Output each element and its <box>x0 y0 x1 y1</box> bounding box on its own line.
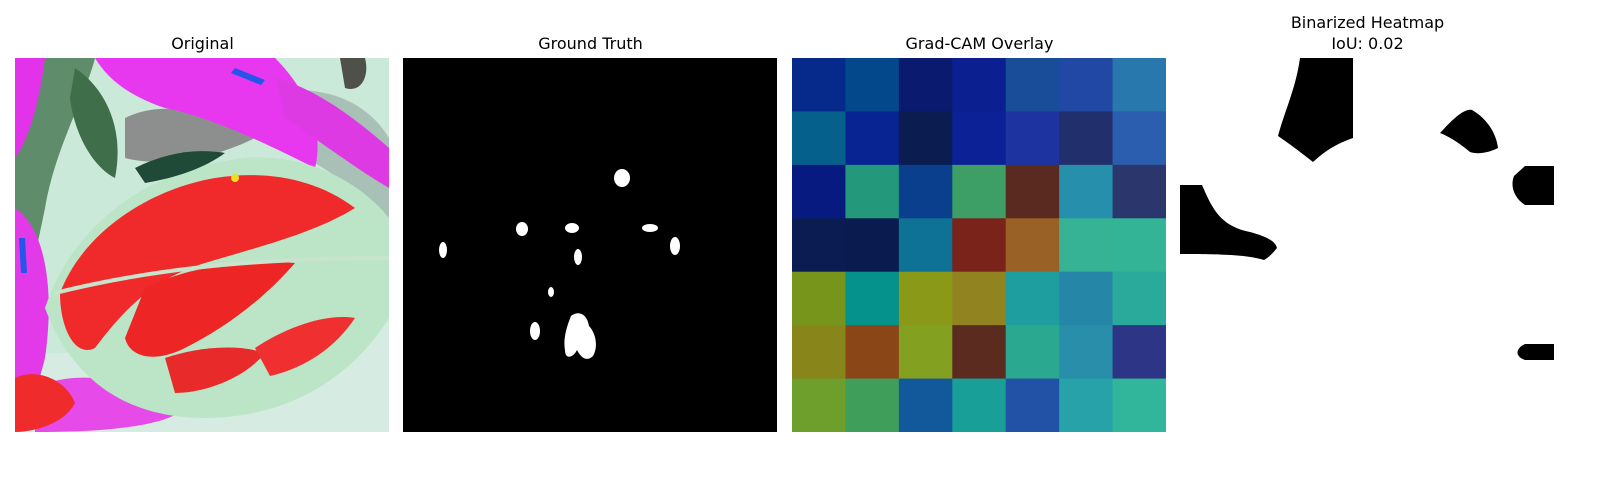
heatmap-cell-r4-c3 <box>952 271 1007 326</box>
heatmap-cell-r4-c2 <box>898 271 953 326</box>
heatmap-cell-r6-c6 <box>1112 378 1166 432</box>
heatmap-cell-r1-c6 <box>1112 111 1166 166</box>
heatmap-cell-r3-c4 <box>1005 218 1060 273</box>
heatmap-cell-r1-c3 <box>952 111 1007 166</box>
heatmap-cell-r2-c5 <box>1059 164 1114 219</box>
heatmap-cell-r4-c1 <box>845 271 900 326</box>
heatmap-cell-r3-c2 <box>898 218 953 273</box>
panel-title: Binarized Heatmap <box>1290 13 1445 32</box>
heatmap-cell-r2-c1 <box>845 164 900 219</box>
heatmap-cell-r1-c1 <box>845 111 900 166</box>
ground-truth-mask <box>403 58 777 432</box>
panel-title: Original <box>171 34 234 53</box>
heatmap-cell-r5-c4 <box>1005 325 1060 380</box>
heatmap-cell-r4-c4 <box>1005 271 1060 326</box>
original-image <box>15 58 389 432</box>
heatmap-cell-r6-c0 <box>792 378 846 432</box>
gradcam-heatmap <box>792 58 1166 432</box>
heatmap-cell-r0-c3 <box>952 58 1007 112</box>
panel-gradcam-overlay: Grad-CAM Overlay <box>792 0 1167 500</box>
heatmap-cell-r3-c3 <box>952 218 1007 273</box>
heatmap-cell-r0-c1 <box>845 58 900 112</box>
heatmap-cell-r0-c5 <box>1059 58 1114 112</box>
heatmap-cell-r6-c4 <box>1005 378 1060 432</box>
panel-title: Ground Truth <box>538 34 643 53</box>
heatmap-cell-r4-c5 <box>1059 271 1114 326</box>
heatmap-cell-r3-c5 <box>1059 218 1114 273</box>
heatmap-cell-r2-c2 <box>898 164 953 219</box>
heatmap-cell-r3-c6 <box>1112 218 1166 273</box>
heatmap-cell-r5-c2 <box>898 325 953 380</box>
heatmap-cell-r1-c4 <box>1005 111 1060 166</box>
heatmap-cell-r1-c0 <box>792 111 846 166</box>
panel-original: Original <box>15 0 390 500</box>
heatmap-cell-r5-c5 <box>1059 325 1114 380</box>
heatmap-cell-r0-c6 <box>1112 58 1166 112</box>
heatmap-cell-r6-c3 <box>952 378 1007 432</box>
heatmap-cell-r2-c4 <box>1005 164 1060 219</box>
heatmap-cell-r6-c5 <box>1059 378 1114 432</box>
heatmap-cell-r5-c6 <box>1112 325 1166 380</box>
heatmap-cell-r5-c0 <box>792 325 846 380</box>
heatmap-cell-r2-c3 <box>952 164 1007 219</box>
heatmap-cell-r6-c1 <box>845 378 900 432</box>
heatmap-cell-r1-c2 <box>898 111 953 166</box>
heatmap-cell-r5-c3 <box>952 325 1007 380</box>
panel-ground-truth: Ground Truth <box>403 0 778 500</box>
heatmap-cell-r0-c4 <box>1005 58 1060 112</box>
iou-label: IoU: 0.02 <box>1331 34 1404 53</box>
heatmap-cell-r5-c1 <box>845 325 900 380</box>
heatmap-cell-r2-c0 <box>792 164 846 219</box>
panel-binarized-heatmap: Binarized Heatmap IoU: 0.02 <box>1180 0 1555 500</box>
heatmap-cell-r6-c2 <box>898 378 953 432</box>
heatmap-cell-r3-c0 <box>792 218 846 273</box>
heatmap-cell-r3-c1 <box>845 218 900 273</box>
heatmap-cell-r2-c6 <box>1112 164 1166 219</box>
heatmap-cell-r4-c0 <box>792 271 846 326</box>
heatmap-cell-r0-c0 <box>792 58 846 112</box>
heatmap-cell-r1-c5 <box>1059 111 1114 166</box>
heatmap-cell-r4-c6 <box>1112 271 1166 326</box>
heatmap-cell-r0-c2 <box>898 58 953 112</box>
panel-title: Grad-CAM Overlay <box>905 34 1054 53</box>
binarized-mask <box>1180 58 1554 432</box>
